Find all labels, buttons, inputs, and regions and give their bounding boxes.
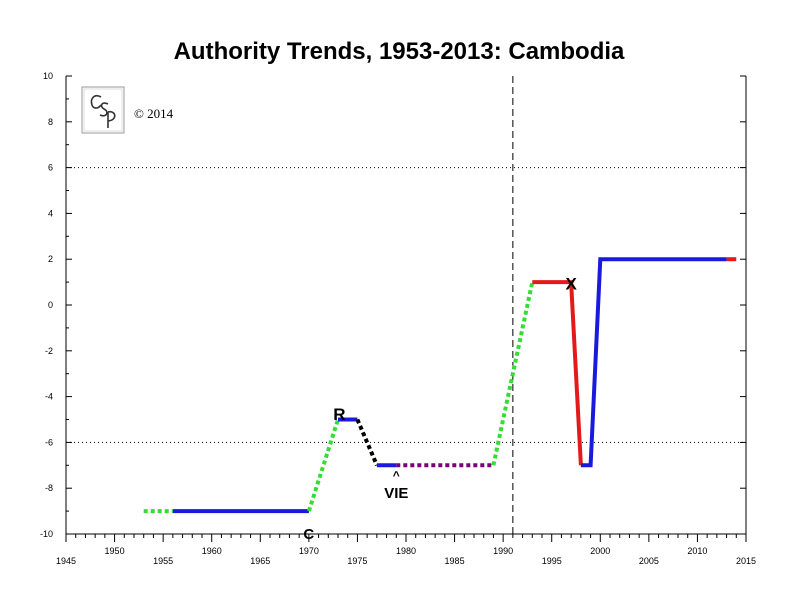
y-tick-label: 0 (48, 300, 53, 310)
x-tick-label: 1965 (250, 556, 270, 566)
x-tick-label: 2015 (736, 556, 756, 566)
x-tick-label: 2000 (590, 546, 610, 556)
annotations: C R ^ VIE X (303, 274, 577, 543)
x-tick-label: 1955 (153, 556, 173, 566)
y-tick-label: 2 (48, 254, 53, 264)
annotation-label: X (565, 274, 577, 293)
series-segment (355, 418, 379, 467)
reference-lines (66, 76, 746, 534)
data-series (143, 257, 737, 514)
y-tick-label: -10 (40, 529, 53, 539)
chart-title: Authority Trends, 1953-2013: Cambodia (174, 38, 625, 65)
x-tick-label: 1975 (347, 556, 367, 566)
y-tick-label: 6 (48, 163, 53, 173)
annotation-label: C (303, 526, 314, 543)
annotation-label: R (333, 405, 345, 424)
x-tick-label: 1970 (299, 546, 319, 556)
x-tick-label: 2010 (687, 546, 707, 556)
series-segment (580, 257, 727, 468)
y-tick-label: -6 (45, 437, 53, 447)
annotation-label: VIE (384, 485, 408, 502)
csp-logo (81, 86, 125, 134)
x-tick-label: 1990 (493, 546, 513, 556)
copyright-text: © 2014 (134, 106, 174, 121)
y-tick-label: 10 (43, 71, 53, 81)
x-tick-label: 1950 (105, 546, 125, 556)
x-tick-label: 1995 (542, 556, 562, 566)
x-tick-label: 1945 (56, 556, 76, 566)
y-tick-label: -4 (45, 392, 53, 402)
y-tick-label: 8 (48, 117, 53, 127)
x-tick-label: 1980 (396, 546, 416, 556)
series-segment (532, 280, 583, 466)
y-tick-label: -2 (45, 346, 53, 356)
x-tick-label: 2005 (639, 556, 659, 566)
x-tick-label: 1985 (445, 556, 465, 566)
annotation-label: ^ (393, 468, 400, 482)
series-segment (491, 281, 535, 466)
x-tick-label: 1960 (202, 546, 222, 556)
series-segment (306, 418, 340, 512)
y-tick-label: -8 (45, 483, 53, 493)
y-tick-label: 4 (48, 208, 53, 218)
axes: 1945 1950 1955 1960 1965 1970 1975 1980 1985 1990… (40, 71, 756, 566)
